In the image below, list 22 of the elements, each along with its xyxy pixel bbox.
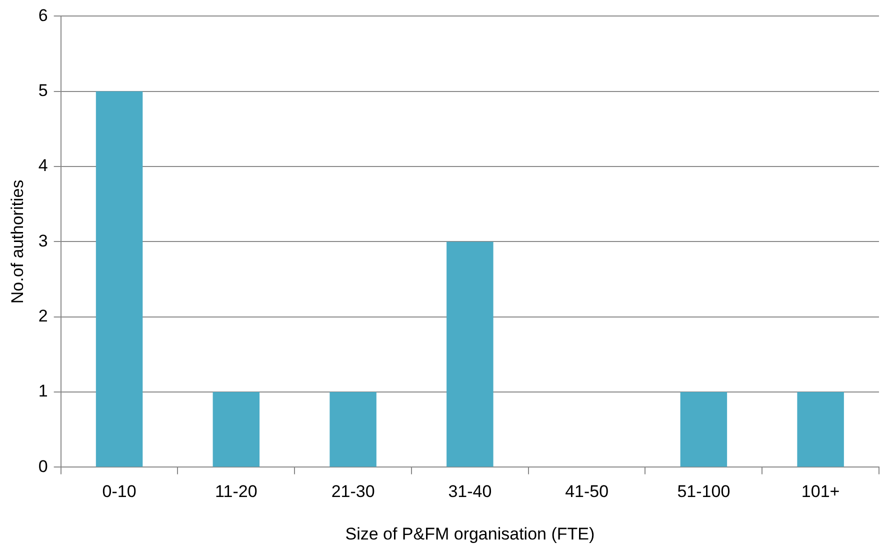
bar <box>330 392 376 467</box>
y-tick-label: 4 <box>38 156 48 176</box>
x-tick-label: 41-50 <box>565 482 609 502</box>
y-axis-title: No.of authorities <box>8 180 27 304</box>
y-tick-label: 1 <box>38 382 48 401</box>
y-tick-label: 6 <box>38 6 48 25</box>
bar <box>680 392 728 467</box>
x-tick-label: 31-40 <box>448 482 492 502</box>
x-tick-label: 0-10 <box>102 482 136 502</box>
y-tick-label: 5 <box>38 81 48 100</box>
bar <box>446 242 494 467</box>
x-tick-label: 11-20 <box>215 482 258 502</box>
bar <box>96 91 143 467</box>
y-tick-label: 2 <box>38 306 48 326</box>
y-tick-label: 0 <box>38 456 48 476</box>
x-tick-label: 101+ <box>801 482 840 502</box>
bar <box>797 392 844 467</box>
bar <box>212 392 260 467</box>
x-tick-label: 21-30 <box>331 482 375 502</box>
x-tick-label: 51-100 <box>677 482 730 502</box>
y-tick-label: 3 <box>38 231 48 250</box>
x-axis-title: Size of P&FM organisation (FTE) <box>345 524 595 544</box>
